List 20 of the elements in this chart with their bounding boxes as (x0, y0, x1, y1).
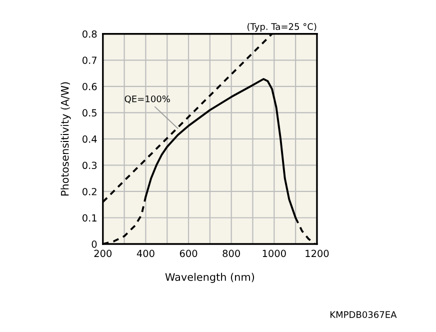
y-axis-title: Photosensitivity (A/W) (60, 82, 71, 196)
y-tick-label: 0.6 (82, 82, 97, 90)
y-tick-label: 0 (92, 240, 97, 248)
x-axis-title: Wavelength (nm) (165, 272, 254, 283)
y-tick-label: 0.2 (82, 188, 96, 196)
y-tick-label: 0.7 (82, 56, 97, 64)
y-tick-label: 0.3 (82, 162, 97, 170)
y-tick-label: 0.8 (82, 30, 97, 38)
x-tick-label: 800 (222, 250, 240, 258)
text: KMPDB0367EA (330, 311, 397, 318)
y-tick-label: 0.1 (82, 214, 96, 222)
x-tick-label: 400 (136, 250, 154, 258)
x-tick-label: 200 (94, 250, 112, 258)
x-tick-label: 1200 (306, 250, 329, 258)
y-tick-label: 0.4 (82, 135, 97, 143)
annotation: QE=100% (124, 95, 170, 104)
text: (Typ. Ta=25 °C) (247, 23, 316, 32)
x-tick-label: 600 (180, 250, 198, 258)
y-tick-label: 0.5 (82, 109, 96, 117)
x-tick-label: 1000 (262, 250, 286, 258)
